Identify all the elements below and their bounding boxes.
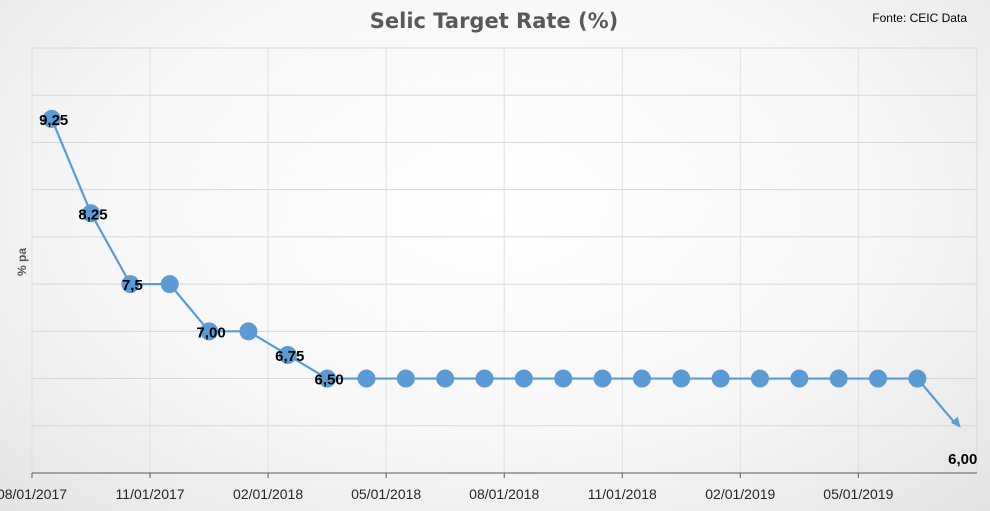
data-point [200,322,219,341]
data-point [750,369,769,388]
x-tick-label: 08/01/2018 [469,486,539,502]
data-label: 6,75 [275,348,304,365]
data-point [829,369,848,388]
x-tick-label: 05/01/2019 [823,486,893,502]
x-axis [31,472,977,478]
data-point [82,204,101,223]
data-point [908,369,927,388]
series-points [42,109,961,428]
data-point [357,369,376,388]
gridlines [31,47,978,473]
data-point [396,369,415,388]
data-label: 8,25 [78,206,107,223]
data-label: 6,50 [315,372,344,389]
data-point [121,275,140,294]
data-point [632,369,651,388]
data-point [239,322,258,341]
x-tick-label: 02/01/2019 [705,486,775,502]
data-labels: 9,25 8,25 7,5 7,00 6,75 6,50 6,00 [39,112,977,468]
x-tick-label: 11/01/2017 [116,486,185,502]
data-label: 7,5 [122,277,143,294]
data-label: 7,00 [196,324,225,341]
x-tick-labels: 08/01/2017 11/01/2017 02/01/2018 05/01/2018… [0,486,894,502]
data-point [514,369,533,388]
data-point [436,369,455,388]
data-point [869,369,888,388]
series-line [50,118,956,424]
y-axis-label: % pa [15,248,29,276]
data-point [42,109,61,128]
data-point [475,369,494,388]
x-tick-label: 05/01/2018 [351,486,421,502]
data-label: 9,25 [39,112,68,129]
data-point [160,275,179,294]
data-point [711,369,730,388]
data-point [278,345,297,364]
data-point [318,369,337,388]
data-point [790,369,809,388]
data-point [593,369,612,388]
chart-title: Selic Target Rate (%) [370,9,618,33]
source-note: Fonte: CEIC Data [872,11,967,25]
x-tick-label: 11/01/2018 [588,486,657,502]
data-point-arrow [950,416,961,428]
series-polyline [50,118,956,424]
x-tick-label: 08/01/2017 [0,486,67,502]
data-point [672,369,691,388]
data-label: 6,00 [948,451,977,468]
x-tick-label: 02/01/2018 [233,486,303,502]
data-point [554,369,573,388]
